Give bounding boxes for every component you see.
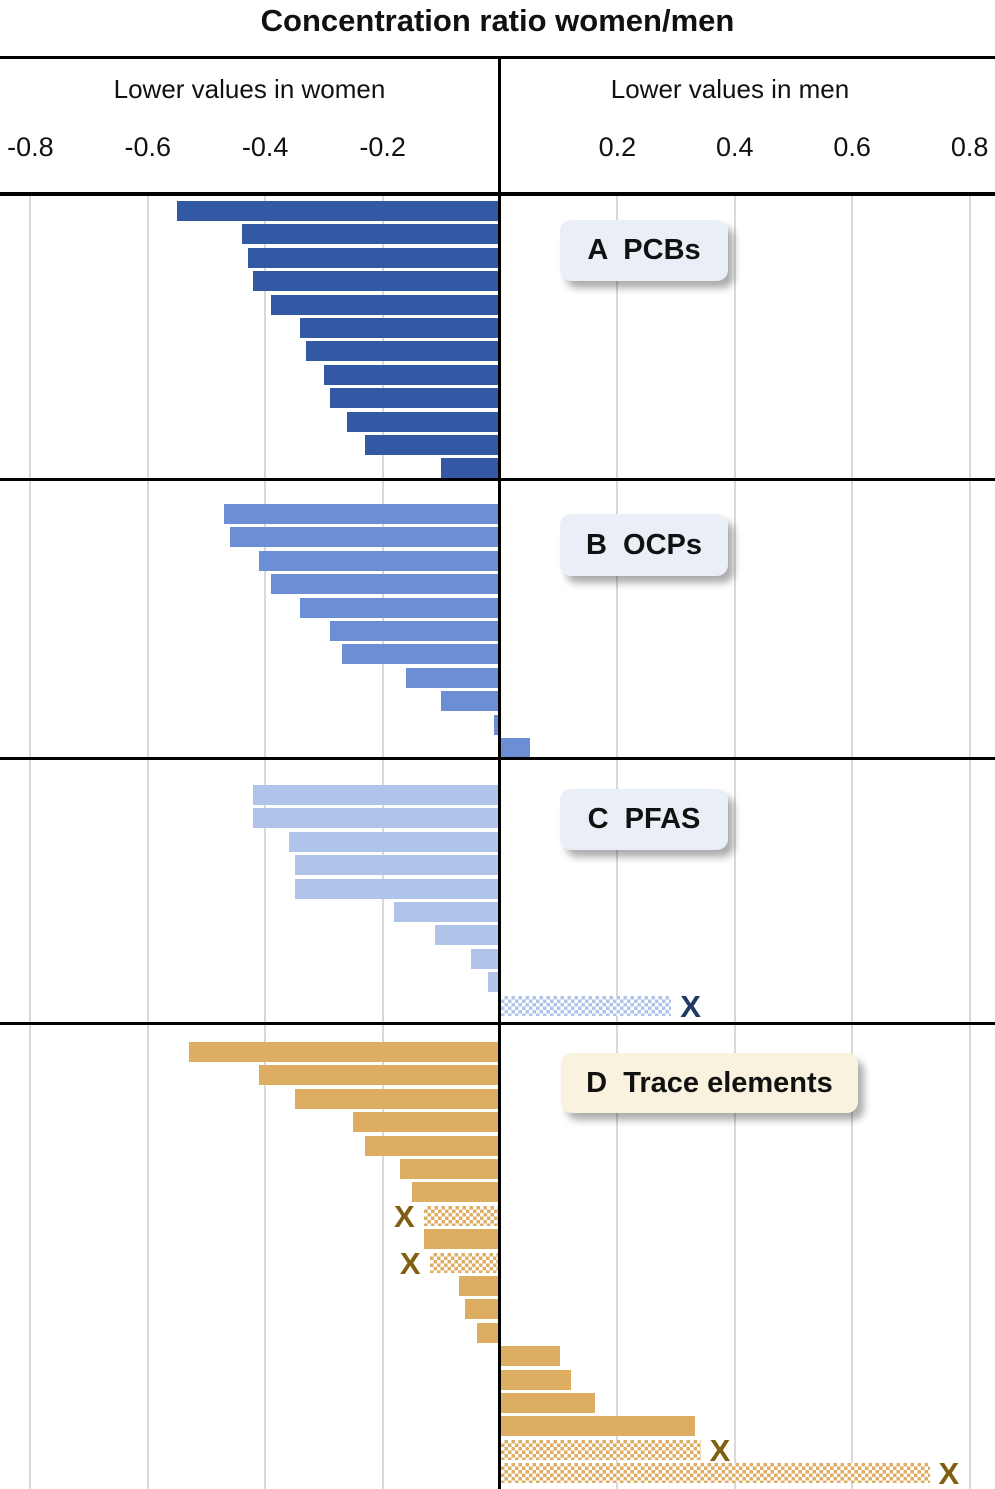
bar	[294, 878, 500, 899]
bar	[323, 364, 500, 385]
bar	[501, 1346, 560, 1367]
not-detected-x-marker: X	[394, 1198, 415, 1234]
bar	[259, 550, 500, 571]
bar	[394, 902, 500, 922]
bar	[353, 1112, 500, 1133]
panel-badge-D: D Trace elements	[561, 1053, 858, 1113]
bar	[177, 201, 500, 221]
bar	[271, 574, 500, 595]
gridline	[733, 192, 736, 1489]
x-tick-label: 0.8	[950, 132, 989, 162]
panel-badge-A: A PCBs	[560, 220, 728, 281]
bar	[241, 224, 500, 245]
bar	[224, 504, 500, 524]
x-tick-label: 0.6	[833, 132, 871, 162]
bar	[411, 1182, 500, 1203]
bar	[271, 294, 500, 315]
bar	[259, 1065, 500, 1086]
bar	[306, 341, 500, 362]
zero-axis-line	[498, 57, 501, 1489]
bar	[294, 855, 500, 876]
right-half-axis-label: Lower values in men	[610, 74, 850, 104]
bar	[253, 271, 500, 292]
not-detected-x-marker: X	[709, 1432, 731, 1468]
bar	[494, 714, 500, 735]
bar	[253, 785, 500, 805]
bar	[501, 995, 672, 1016]
bar	[247, 247, 500, 268]
bar	[423, 1229, 500, 1250]
bar	[435, 925, 500, 946]
panel-badge-C: C PFAS	[560, 789, 728, 850]
bar	[364, 435, 500, 455]
bar	[441, 691, 500, 712]
panel-C: X	[0, 757, 995, 1022]
chart-title: Concentration ratio women/men	[260, 3, 735, 38]
bar	[501, 1439, 701, 1460]
not-detected-x-marker: X	[938, 1456, 960, 1489]
header-divider-line	[0, 56, 995, 59]
x-axis-tick-row: -0.8 -0.6 -0.4 -0.2 0.2 0.4 0.6 0.8	[0, 132, 995, 168]
bar	[423, 1205, 500, 1226]
bar	[501, 738, 531, 758]
x-tick-label: 0.4	[716, 132, 754, 162]
bar	[300, 597, 500, 618]
bar	[470, 948, 500, 969]
gridline	[968, 192, 971, 1489]
bar	[288, 831, 500, 852]
bar	[476, 1322, 500, 1343]
bar	[501, 1393, 595, 1413]
bar	[341, 644, 500, 665]
bar	[501, 1463, 930, 1484]
bar	[429, 1252, 500, 1273]
bar	[253, 808, 500, 829]
panel-A	[0, 192, 995, 479]
bar	[294, 1088, 500, 1109]
x-tick-label: -0.4	[241, 132, 289, 162]
x-tick-label: -0.2	[359, 132, 406, 162]
gridline	[264, 192, 267, 1489]
plot-area: A PCBs B OCPs X C PFAS X X X X D Trace elements	[0, 192, 995, 1489]
x-tick-label: -0.6	[124, 132, 172, 162]
panel-B	[0, 478, 995, 758]
bar	[464, 1299, 500, 1320]
x-tick-label: -0.8	[7, 132, 54, 162]
bar	[488, 972, 500, 993]
bar	[329, 388, 500, 409]
x-tick-label: 0.2	[598, 132, 637, 162]
bar	[458, 1276, 500, 1296]
not-detected-x-marker: X	[680, 988, 701, 1024]
bar	[501, 1416, 695, 1437]
bar	[329, 621, 500, 641]
gridline	[29, 192, 32, 1489]
left-half-axis-label: Lower values in women	[113, 74, 386, 104]
bar	[400, 1159, 500, 1179]
gridline	[851, 192, 854, 1489]
gridline	[146, 192, 149, 1489]
bar	[364, 1135, 500, 1156]
bar	[347, 411, 500, 432]
bar	[501, 1369, 572, 1390]
bar	[300, 318, 500, 338]
bar	[441, 458, 500, 479]
not-detected-x-marker: X	[399, 1245, 421, 1281]
panel-badge-B: B OCPs	[560, 514, 728, 576]
bar	[229, 527, 500, 548]
bar	[188, 1042, 500, 1062]
bar	[406, 667, 500, 688]
